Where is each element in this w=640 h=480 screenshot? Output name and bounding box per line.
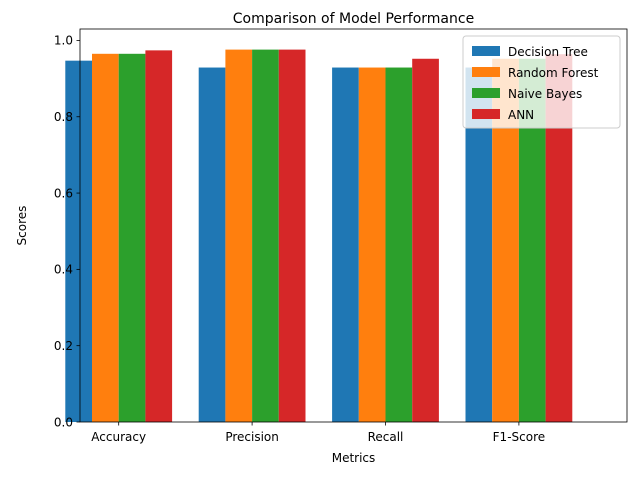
legend-label-random-forest: Random Forest xyxy=(508,66,599,80)
x-axis-label: Metrics xyxy=(332,451,376,465)
legend-label-decision-tree: Decision Tree xyxy=(508,45,588,59)
legend-box xyxy=(462,35,621,129)
chart-title: Comparison of Model Performance xyxy=(233,11,474,27)
bar-naive-bayes-recall xyxy=(385,67,413,422)
bar-decision-tree-accuracy xyxy=(65,60,92,422)
x-tick-label-f1-score: F1-Score xyxy=(493,430,545,444)
x-tick-label-precision: Precision xyxy=(225,430,279,444)
y-axis-ticks: 0.0 0.2 0.4 0.6 0.8 1.0 xyxy=(54,34,80,429)
y-axis-label: Scores xyxy=(15,206,29,246)
bar-ann-accuracy xyxy=(145,50,173,422)
x-tick-label-accuracy: Accuracy xyxy=(91,430,146,444)
y-tick-label: 0.6 xyxy=(54,186,73,200)
legend-swatch-ann xyxy=(472,109,500,119)
legend: Decision Tree Random Forest Naive Bayes ANN xyxy=(462,35,621,129)
plot-frame xyxy=(79,28,628,423)
bar-decision-tree-recall xyxy=(332,67,359,422)
legend-items: Decision Tree Random Forest Naive Bayes ANN xyxy=(472,45,599,122)
x-axis-ticks: Accuracy Precision Recall F1-Score xyxy=(91,422,545,444)
legend-swatch-random-forest xyxy=(472,67,500,77)
bar-ann-precision xyxy=(278,49,306,422)
legend-label-ann: ANN xyxy=(508,108,534,122)
y-tick-label: 0.2 xyxy=(54,339,73,353)
axes-layer xyxy=(79,28,628,423)
x-tick-label-recall: Recall xyxy=(368,430,404,444)
legend-swatch-decision-tree xyxy=(472,46,500,56)
y-tick-label: 0.0 xyxy=(54,415,73,429)
legend-swatch-naive-bayes xyxy=(472,88,500,98)
bar-naive-bayes-precision xyxy=(252,49,279,422)
legend-label-naive-bayes: Naive Bayes xyxy=(508,87,582,101)
y-tick-label: 0.8 xyxy=(54,110,73,124)
bar-decision-tree-precision xyxy=(198,67,226,422)
bar-random-forest-accuracy xyxy=(92,53,119,423)
y-tick-label: 0.4 xyxy=(54,263,73,277)
bar-ann-recall xyxy=(412,58,439,422)
bar-naive-bayes-accuracy xyxy=(118,53,146,423)
bar-random-forest-recall xyxy=(358,67,386,422)
y-tick-label: 1.0 xyxy=(54,34,73,48)
bar-random-forest-precision xyxy=(225,49,253,422)
